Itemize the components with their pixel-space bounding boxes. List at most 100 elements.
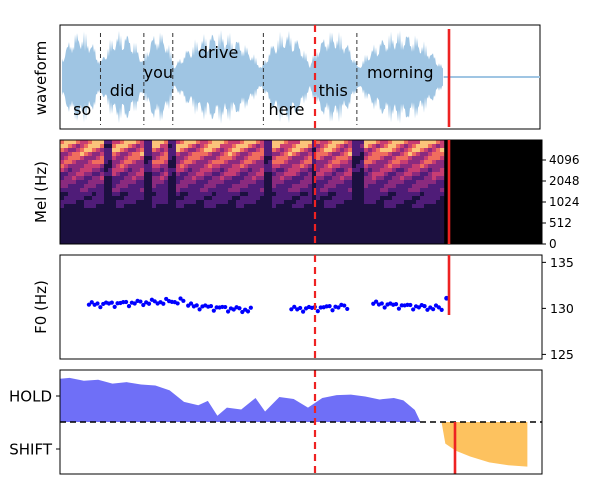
mel-cell (264, 156, 269, 161)
mel-cell (132, 172, 137, 177)
mel-cell (368, 200, 373, 205)
mel-cell (320, 156, 325, 161)
mel-cell (408, 220, 413, 225)
mel-cell (184, 196, 189, 201)
mel-cell (208, 232, 213, 237)
mel-cell (288, 208, 293, 213)
mel-cell (116, 148, 121, 153)
mel-cell (332, 228, 337, 233)
mel-cell (168, 160, 173, 165)
mel-cell (164, 224, 169, 229)
mel-cell (116, 152, 121, 157)
mel-cell (292, 172, 297, 177)
mel-cell (84, 160, 89, 165)
mel-cell (324, 236, 329, 241)
mel-cell (264, 164, 269, 169)
mel-cell (416, 180, 421, 185)
mel-cell (212, 152, 217, 157)
mel-cell (436, 224, 441, 229)
mel-cell (420, 188, 425, 193)
mel-cell (204, 156, 209, 161)
mel-cell (256, 220, 261, 225)
mel-cell (364, 240, 369, 245)
mel-cell (172, 188, 177, 193)
mel-cell (344, 156, 349, 161)
mel-cell (268, 228, 273, 233)
mel-cell (360, 200, 365, 205)
mel-cell (160, 236, 165, 241)
mel-cell (428, 228, 433, 233)
mel-cell (96, 232, 101, 237)
mel-cell (96, 204, 101, 209)
mel-cell (204, 192, 209, 197)
mel-cell (300, 204, 305, 209)
mel-cell (408, 148, 413, 153)
mel-cell (280, 188, 285, 193)
mel-cell (240, 236, 245, 241)
mel-cell (252, 192, 257, 197)
mel-cell (384, 148, 389, 153)
mel-cell (136, 240, 141, 245)
mel-cell (168, 208, 173, 213)
mel-cell (292, 152, 297, 157)
mel-cell (360, 168, 365, 173)
mel-cell (192, 144, 197, 149)
mel-cell (344, 180, 349, 185)
mel-cell (196, 160, 201, 165)
mel-cell (76, 180, 81, 185)
mel-cell (300, 152, 305, 157)
mel-cell (252, 216, 257, 221)
mel-cell (228, 212, 233, 217)
mel-cell (160, 156, 165, 161)
mel-cell (296, 144, 301, 149)
mel-cell (384, 188, 389, 193)
mel-cell (112, 240, 117, 245)
mel-cell (232, 196, 237, 201)
mel-cell (268, 232, 273, 237)
mel-cell (292, 232, 297, 237)
mel-cell (336, 180, 341, 185)
mel-cell (352, 180, 357, 185)
mel-cell (316, 188, 321, 193)
mel-cell (436, 208, 441, 213)
mel-cell (316, 216, 321, 221)
mel-cell (152, 152, 157, 157)
mel-cell (204, 152, 209, 157)
mel-cell (140, 188, 145, 193)
mel-cell (180, 160, 185, 165)
mel-cell (92, 188, 97, 193)
mel-cell (280, 220, 285, 225)
mel-cell (424, 152, 429, 157)
mel-cell (292, 228, 297, 233)
mel-cell (240, 176, 245, 181)
mel-cell (396, 184, 401, 189)
mel-cell (440, 188, 445, 193)
mel-cell (324, 160, 329, 165)
mel-cell (404, 148, 409, 153)
mel-cell (424, 188, 429, 193)
mel-cell (440, 204, 445, 209)
mel-cell (144, 180, 149, 185)
mel-cell (68, 172, 73, 177)
mel-cell (112, 176, 117, 181)
mel-cell (148, 156, 153, 161)
mel-cell (172, 160, 177, 165)
mel-cell (380, 240, 385, 245)
mel-cell (184, 176, 189, 181)
mel-cell (388, 240, 393, 245)
mel-cell (376, 208, 381, 213)
mel-cell (196, 176, 201, 181)
mel-cell (248, 216, 253, 221)
mel-cell (92, 160, 97, 165)
mel-cell (340, 212, 345, 217)
mel-cell (268, 144, 273, 149)
mel-cell (96, 220, 101, 225)
mel-cell (424, 208, 429, 213)
mel-cell (308, 200, 313, 205)
mel-cell (284, 224, 289, 229)
mel-cell (188, 140, 193, 145)
mel-cell (92, 168, 97, 173)
mel-cell (272, 176, 277, 181)
mel-cell (344, 212, 349, 217)
mel-cell (304, 152, 309, 157)
